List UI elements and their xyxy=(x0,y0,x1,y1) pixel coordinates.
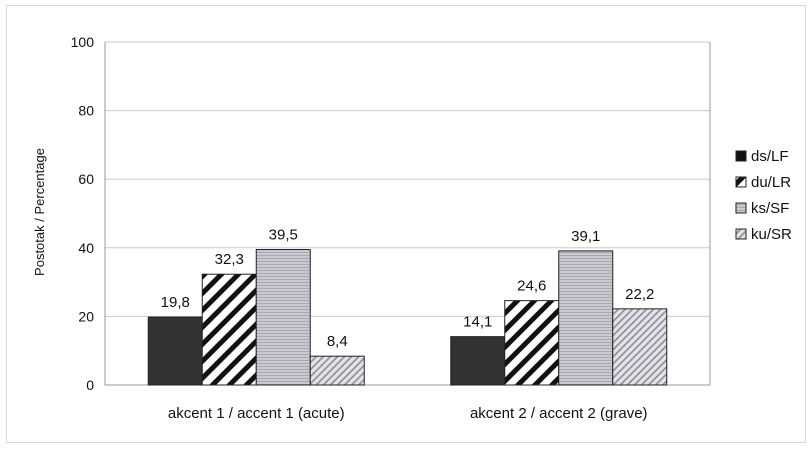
y-tick-label: 0 xyxy=(86,377,94,393)
legend-label: ks/SF xyxy=(751,200,789,217)
bar-du-lr-2 xyxy=(504,300,560,386)
data-labels: 19,8 32,3 39,5 8,4 14,1 24,6 39,1 22,2 xyxy=(161,227,655,351)
data-label: 39,1 xyxy=(571,228,600,245)
y-tick-label: 40 xyxy=(78,240,94,256)
bar-ks-sf-2 xyxy=(558,250,614,386)
data-label: 22,2 xyxy=(625,286,654,303)
data-label: 39,5 xyxy=(269,227,298,244)
bar-ku-sr-1 xyxy=(309,355,365,386)
y-tick-label: 80 xyxy=(78,103,94,119)
data-label: 32,3 xyxy=(215,251,244,268)
data-label: 19,8 xyxy=(161,294,190,311)
legend-label: du/LR xyxy=(751,174,791,191)
y-tick-label: 20 xyxy=(78,308,94,324)
bar-du-lr-1 xyxy=(201,273,257,386)
y-axis-title: Postotak / Percentage xyxy=(32,148,47,276)
category-label: akcent 1 / accent 1 (acute) xyxy=(168,405,345,422)
y-tick-label: 60 xyxy=(78,171,94,187)
category-label: akcent 2 / accent 2 (grave) xyxy=(470,405,648,422)
legend-swatch xyxy=(735,150,747,162)
bars xyxy=(147,249,668,386)
legend-swatch xyxy=(735,176,747,188)
bar-ds-lf-1 xyxy=(147,316,203,386)
bar-ks-sf-1 xyxy=(255,249,311,386)
category-labels: akcent 1 / accent 1 (acute) akcent 2 / ac… xyxy=(168,405,648,422)
legend: ds/LF du/LR ks/SF ku/SR xyxy=(735,148,792,243)
data-label: 8,4 xyxy=(327,333,348,350)
data-label: 24,6 xyxy=(517,278,546,295)
y-tick-labels: 0 20 40 60 80 100 xyxy=(71,34,95,393)
bar-ds-lf-2 xyxy=(450,336,506,386)
legend-swatch xyxy=(735,202,747,214)
bar-ku-sr-2 xyxy=(612,308,668,386)
legend-swatch xyxy=(735,228,747,240)
data-label: 14,1 xyxy=(463,314,492,331)
y-tick-label: 100 xyxy=(71,34,95,50)
gridlines xyxy=(105,41,710,317)
legend-label: ds/LF xyxy=(751,148,789,165)
chart-frame xyxy=(6,5,806,443)
legend-label: ku/SR xyxy=(751,226,792,243)
